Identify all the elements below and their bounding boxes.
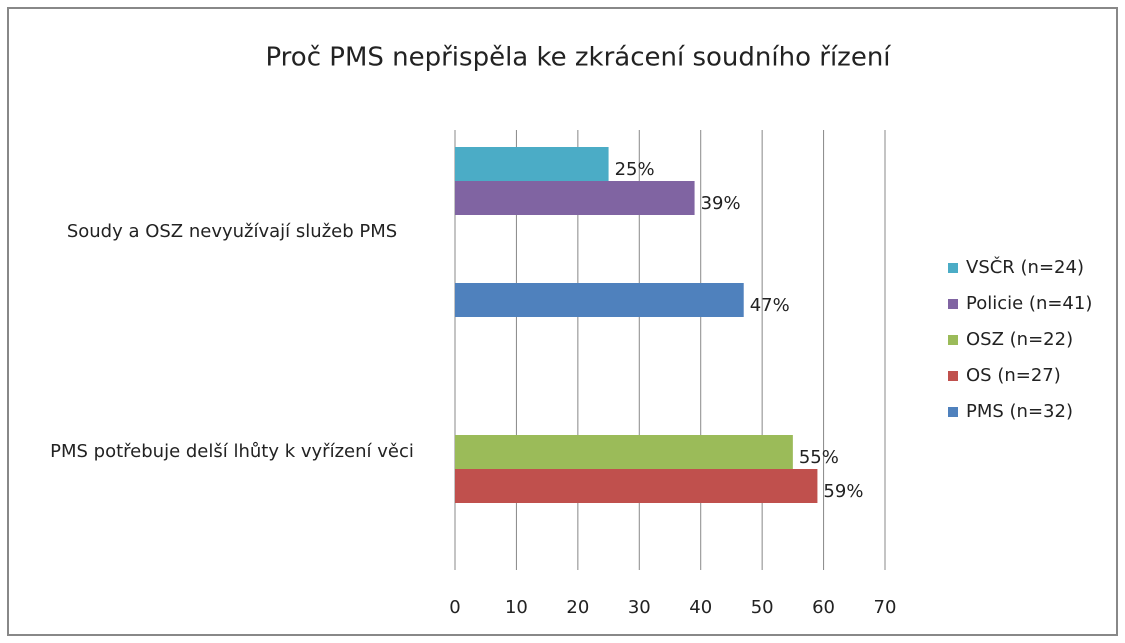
legend-swatch — [948, 407, 958, 417]
legend-label: PMS (n=32) — [966, 401, 1073, 422]
legend-label: OSZ (n=22) — [966, 329, 1073, 350]
legend-swatch — [948, 371, 958, 381]
x-tick-label: 20 — [566, 597, 589, 618]
bar — [455, 147, 609, 181]
legend-label: OS (n=27) — [966, 365, 1061, 386]
x-tick-label: 60 — [812, 597, 835, 618]
x-tick-label: 0 — [449, 597, 460, 618]
legend-swatch — [948, 299, 958, 309]
bar — [455, 181, 695, 215]
chart-title: Proč PMS nepřispěla ke zkrácení soudního… — [265, 43, 891, 73]
y-tick-label: PMS potřebuje delší lhůty k vyřízení věc… — [50, 441, 414, 462]
x-tick-label: 70 — [874, 597, 897, 618]
value-label: 39% — [701, 193, 741, 214]
value-label: 47% — [750, 295, 790, 316]
bar — [455, 435, 793, 469]
value-label: 59% — [823, 481, 863, 502]
legend-label: Policie (n=41) — [966, 293, 1092, 314]
bar — [455, 469, 818, 503]
x-tick-label: 50 — [751, 597, 774, 618]
value-label: 55% — [799, 447, 839, 468]
x-tick-label: 40 — [689, 597, 712, 618]
legend-label: VSČR (n=24) — [966, 256, 1084, 278]
bar — [455, 283, 744, 317]
legend-swatch — [948, 335, 958, 345]
value-label: 25% — [615, 159, 655, 180]
chart-border — [7, 7, 1118, 636]
x-tick-label: 30 — [628, 597, 651, 618]
y-tick-label: Soudy a OSZ nevyužívají služeb PMS — [66, 221, 398, 242]
x-tick-label: 10 — [505, 597, 528, 618]
legend-swatch — [948, 263, 958, 273]
